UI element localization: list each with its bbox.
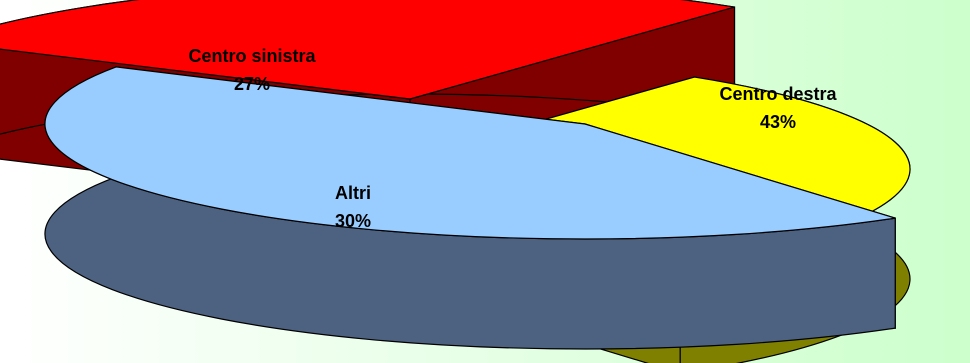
slice-label-altri-value: 30% xyxy=(335,211,371,231)
slice-label-centro-sinistra-value: 27% xyxy=(234,74,270,94)
slice-label-centro-destra-value: 43% xyxy=(760,112,796,132)
slice-label-centro-destra-name: Centro destra xyxy=(719,84,837,104)
slice-centro-destra-top xyxy=(44,66,896,240)
labels-layer: Centro sinistra 27% Altri 30% Centro des… xyxy=(188,46,837,231)
slice-centro-sinistra-top xyxy=(0,0,735,100)
slice-label-altri-name: Altri xyxy=(335,183,371,203)
slice-centro-destra xyxy=(44,66,896,350)
slice-label-centro-sinistra-name: Centro sinistra xyxy=(188,46,316,66)
slices-layer xyxy=(0,0,911,363)
